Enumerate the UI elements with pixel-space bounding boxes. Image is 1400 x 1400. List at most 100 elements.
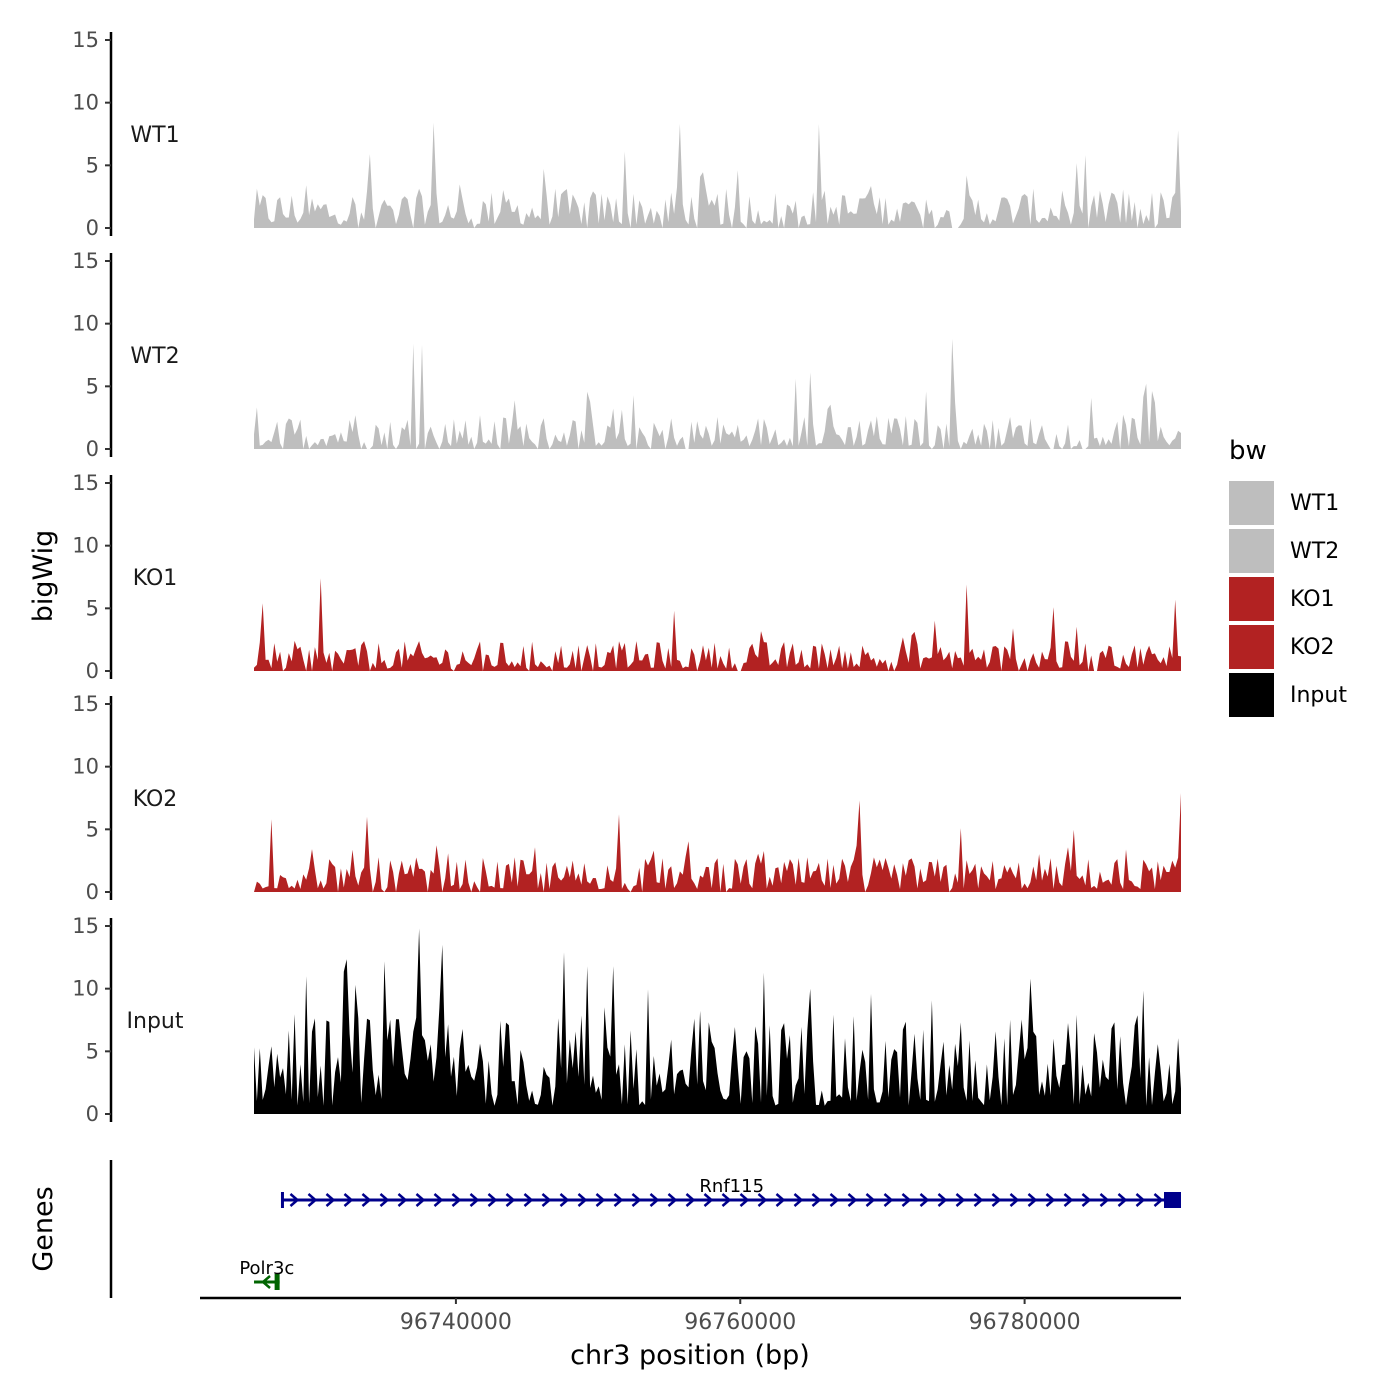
strand-arrow [811, 1193, 822, 1207]
strand-arrow [973, 1193, 984, 1207]
strand-arrow [261, 1275, 271, 1289]
x-tick-label: 96740000 [400, 1310, 512, 1335]
strand-arrow [595, 1193, 606, 1207]
strand-arrow [1081, 1193, 1092, 1207]
strand-arrow [667, 1193, 678, 1207]
y-tick-label: 0 [86, 880, 99, 904]
legend-swatch [1229, 481, 1274, 525]
gene-polr3c: Polr3c [239, 1258, 294, 1290]
strand-arrow [829, 1193, 840, 1207]
y-tick-label: 15 [72, 249, 99, 273]
signal-area-wt2 [254, 338, 1181, 449]
strand-arrow [847, 1193, 858, 1207]
track-input: 0 5 10 15 Input [72, 914, 1181, 1126]
legend-entry-ko1: KO1 [1229, 577, 1335, 621]
y-tick-label: 10 [72, 312, 99, 336]
legend-label: KO1 [1290, 587, 1335, 612]
y-axis-title: bigWig [28, 530, 59, 623]
strand-arrow [541, 1193, 552, 1207]
track-label: WT2 [130, 344, 179, 369]
gene-exon [274, 1274, 280, 1290]
x-axis: 96740000 96760000 96780000 [200, 1296, 1181, 1335]
legend-label: Input [1290, 683, 1347, 708]
strand-arrow [1153, 1193, 1164, 1207]
strand-arrow [433, 1193, 444, 1207]
strand-arrow [1099, 1193, 1110, 1207]
strand-arrow [955, 1193, 966, 1207]
strand-arrow [325, 1193, 336, 1207]
legend-swatch [1229, 625, 1274, 669]
gene-exon [1164, 1192, 1181, 1208]
y-tick-label: 15 [72, 28, 99, 52]
strand-arrow [901, 1193, 912, 1207]
strand-arrow [919, 1193, 930, 1207]
y-tick-label: 5 [86, 374, 99, 398]
strand-arrow [613, 1193, 624, 1207]
strand-arrow [1117, 1193, 1128, 1207]
signal-area-ko2 [254, 793, 1181, 892]
strand-arrow [397, 1193, 408, 1207]
genes-panel: Rnf115 Polr3c [109, 1160, 1181, 1298]
track-wt1: 0 5 10 15 WT1 [72, 28, 1181, 240]
legend-label: WT2 [1290, 539, 1339, 564]
y-tick-label: 0 [86, 659, 99, 683]
strand-arrow [1045, 1193, 1056, 1207]
y-tick-label: 5 [86, 153, 99, 177]
strand-arrow [721, 1193, 732, 1207]
y-tick-label: 5 [86, 596, 99, 620]
track-ko2: 0 5 10 15 KO2 [72, 692, 1181, 904]
strand-arrow [379, 1193, 390, 1207]
y-tick-label: 15 [72, 692, 99, 716]
strand-arrow [991, 1193, 1002, 1207]
track-label: KO2 [133, 787, 178, 812]
y-tick-label: 10 [72, 91, 99, 115]
strand-arrow [505, 1193, 516, 1207]
x-tick-label: 96780000 [969, 1310, 1081, 1335]
strand-arrow [523, 1193, 534, 1207]
strand-arrow [883, 1193, 894, 1207]
track-panels: 0 5 10 15 WT1 0 5 10 15 WT2 0 5 10 15 KO1 0 5 10 15 KO2 0 5 10… [72, 28, 1181, 1126]
strand-arrow [289, 1193, 300, 1207]
y-tick-label: 0 [86, 437, 99, 461]
track-label: KO1 [133, 566, 178, 591]
genes-axis-title: Genes [28, 1186, 59, 1271]
strand-arrow [775, 1193, 786, 1207]
track-wt2: 0 5 10 15 WT2 [72, 249, 1181, 461]
strand-arrow [307, 1193, 318, 1207]
legend-entry-wt2: WT2 [1229, 529, 1339, 573]
legend-swatch [1229, 673, 1274, 717]
strand-arrow [937, 1193, 948, 1207]
y-tick-label: 0 [86, 216, 99, 240]
y-tick-label: 0 [86, 1102, 99, 1126]
legend-entry-ko2: KO2 [1229, 625, 1335, 669]
strand-arrow [757, 1193, 768, 1207]
x-tick-label: 96760000 [684, 1310, 796, 1335]
strand-arrow [559, 1193, 570, 1207]
track-label: Input [127, 1009, 184, 1034]
gene-rnf115: Rnf115 [280, 1176, 1181, 1208]
strand-arrow [361, 1193, 372, 1207]
signal-area-wt1 [254, 122, 1181, 228]
y-tick-label: 5 [86, 1039, 99, 1063]
y-tick-label: 5 [86, 817, 99, 841]
strand-arrow [343, 1193, 354, 1207]
gene-label: Rnf115 [699, 1176, 764, 1197]
y-tick-label: 15 [72, 914, 99, 938]
y-tick-label: 10 [72, 977, 99, 1001]
strand-arrow [865, 1193, 876, 1207]
strand-arrow [1063, 1193, 1074, 1207]
legend: bw WT1 WT2 KO1 KO2 Input [1229, 436, 1347, 717]
strand-arrow [631, 1193, 642, 1207]
x-axis-title: chr3 position (bp) [570, 1340, 810, 1371]
strand-arrow [793, 1193, 804, 1207]
legend-label: WT1 [1290, 491, 1339, 516]
gene-label: Polr3c [239, 1258, 294, 1279]
track-label: WT1 [130, 123, 179, 148]
legend-swatch [1229, 529, 1274, 573]
track-ko1: 0 5 10 15 KO1 [72, 471, 1181, 683]
strand-arrow [1009, 1193, 1020, 1207]
strand-arrow [703, 1193, 714, 1207]
y-tick-label: 10 [72, 534, 99, 558]
strand-arrow [451, 1193, 462, 1207]
strand-arrow [487, 1193, 498, 1207]
